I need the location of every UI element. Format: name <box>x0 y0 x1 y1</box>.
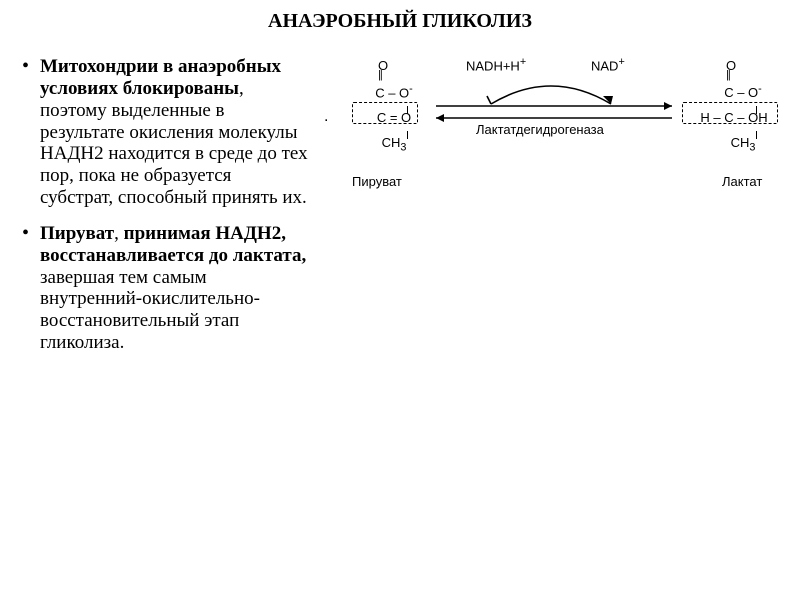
slide: АНАЭРОБНЫЙ ГЛИКОЛИЗ Митохондрии в анаэро… <box>0 0 800 600</box>
enzyme-label: Лактатдегидрогеназа <box>476 122 604 137</box>
bullet-1-bold: Митохондрии в анаэробных условиях блокир… <box>40 56 281 99</box>
bullet-2-rest: завершая тем самым внутренний-окислитель… <box>40 267 260 354</box>
reaction-diagram: NADH+H+ NAD+ O || C – O- C = O CH3 <box>316 56 790 236</box>
bullet-2-bold-a: Пируват <box>40 223 114 244</box>
pyruvate-caption: Пируват <box>352 174 402 189</box>
text-column: Митохондрии в анаэробных условиях блокир… <box>18 56 308 368</box>
slide-title: АНАЭРОБНЫЙ ГЛИКОЛИЗ <box>0 10 800 33</box>
lactate-caption: Лактат <box>722 174 762 189</box>
bullet-1: Митохондрии в анаэробных условиях блокир… <box>18 56 308 209</box>
bullet-2: Пируват, принимая НАДН2, восстанавливает… <box>18 223 308 354</box>
bullet-2-plain-a: , <box>114 223 124 244</box>
dot-artifact: . <box>324 108 328 126</box>
